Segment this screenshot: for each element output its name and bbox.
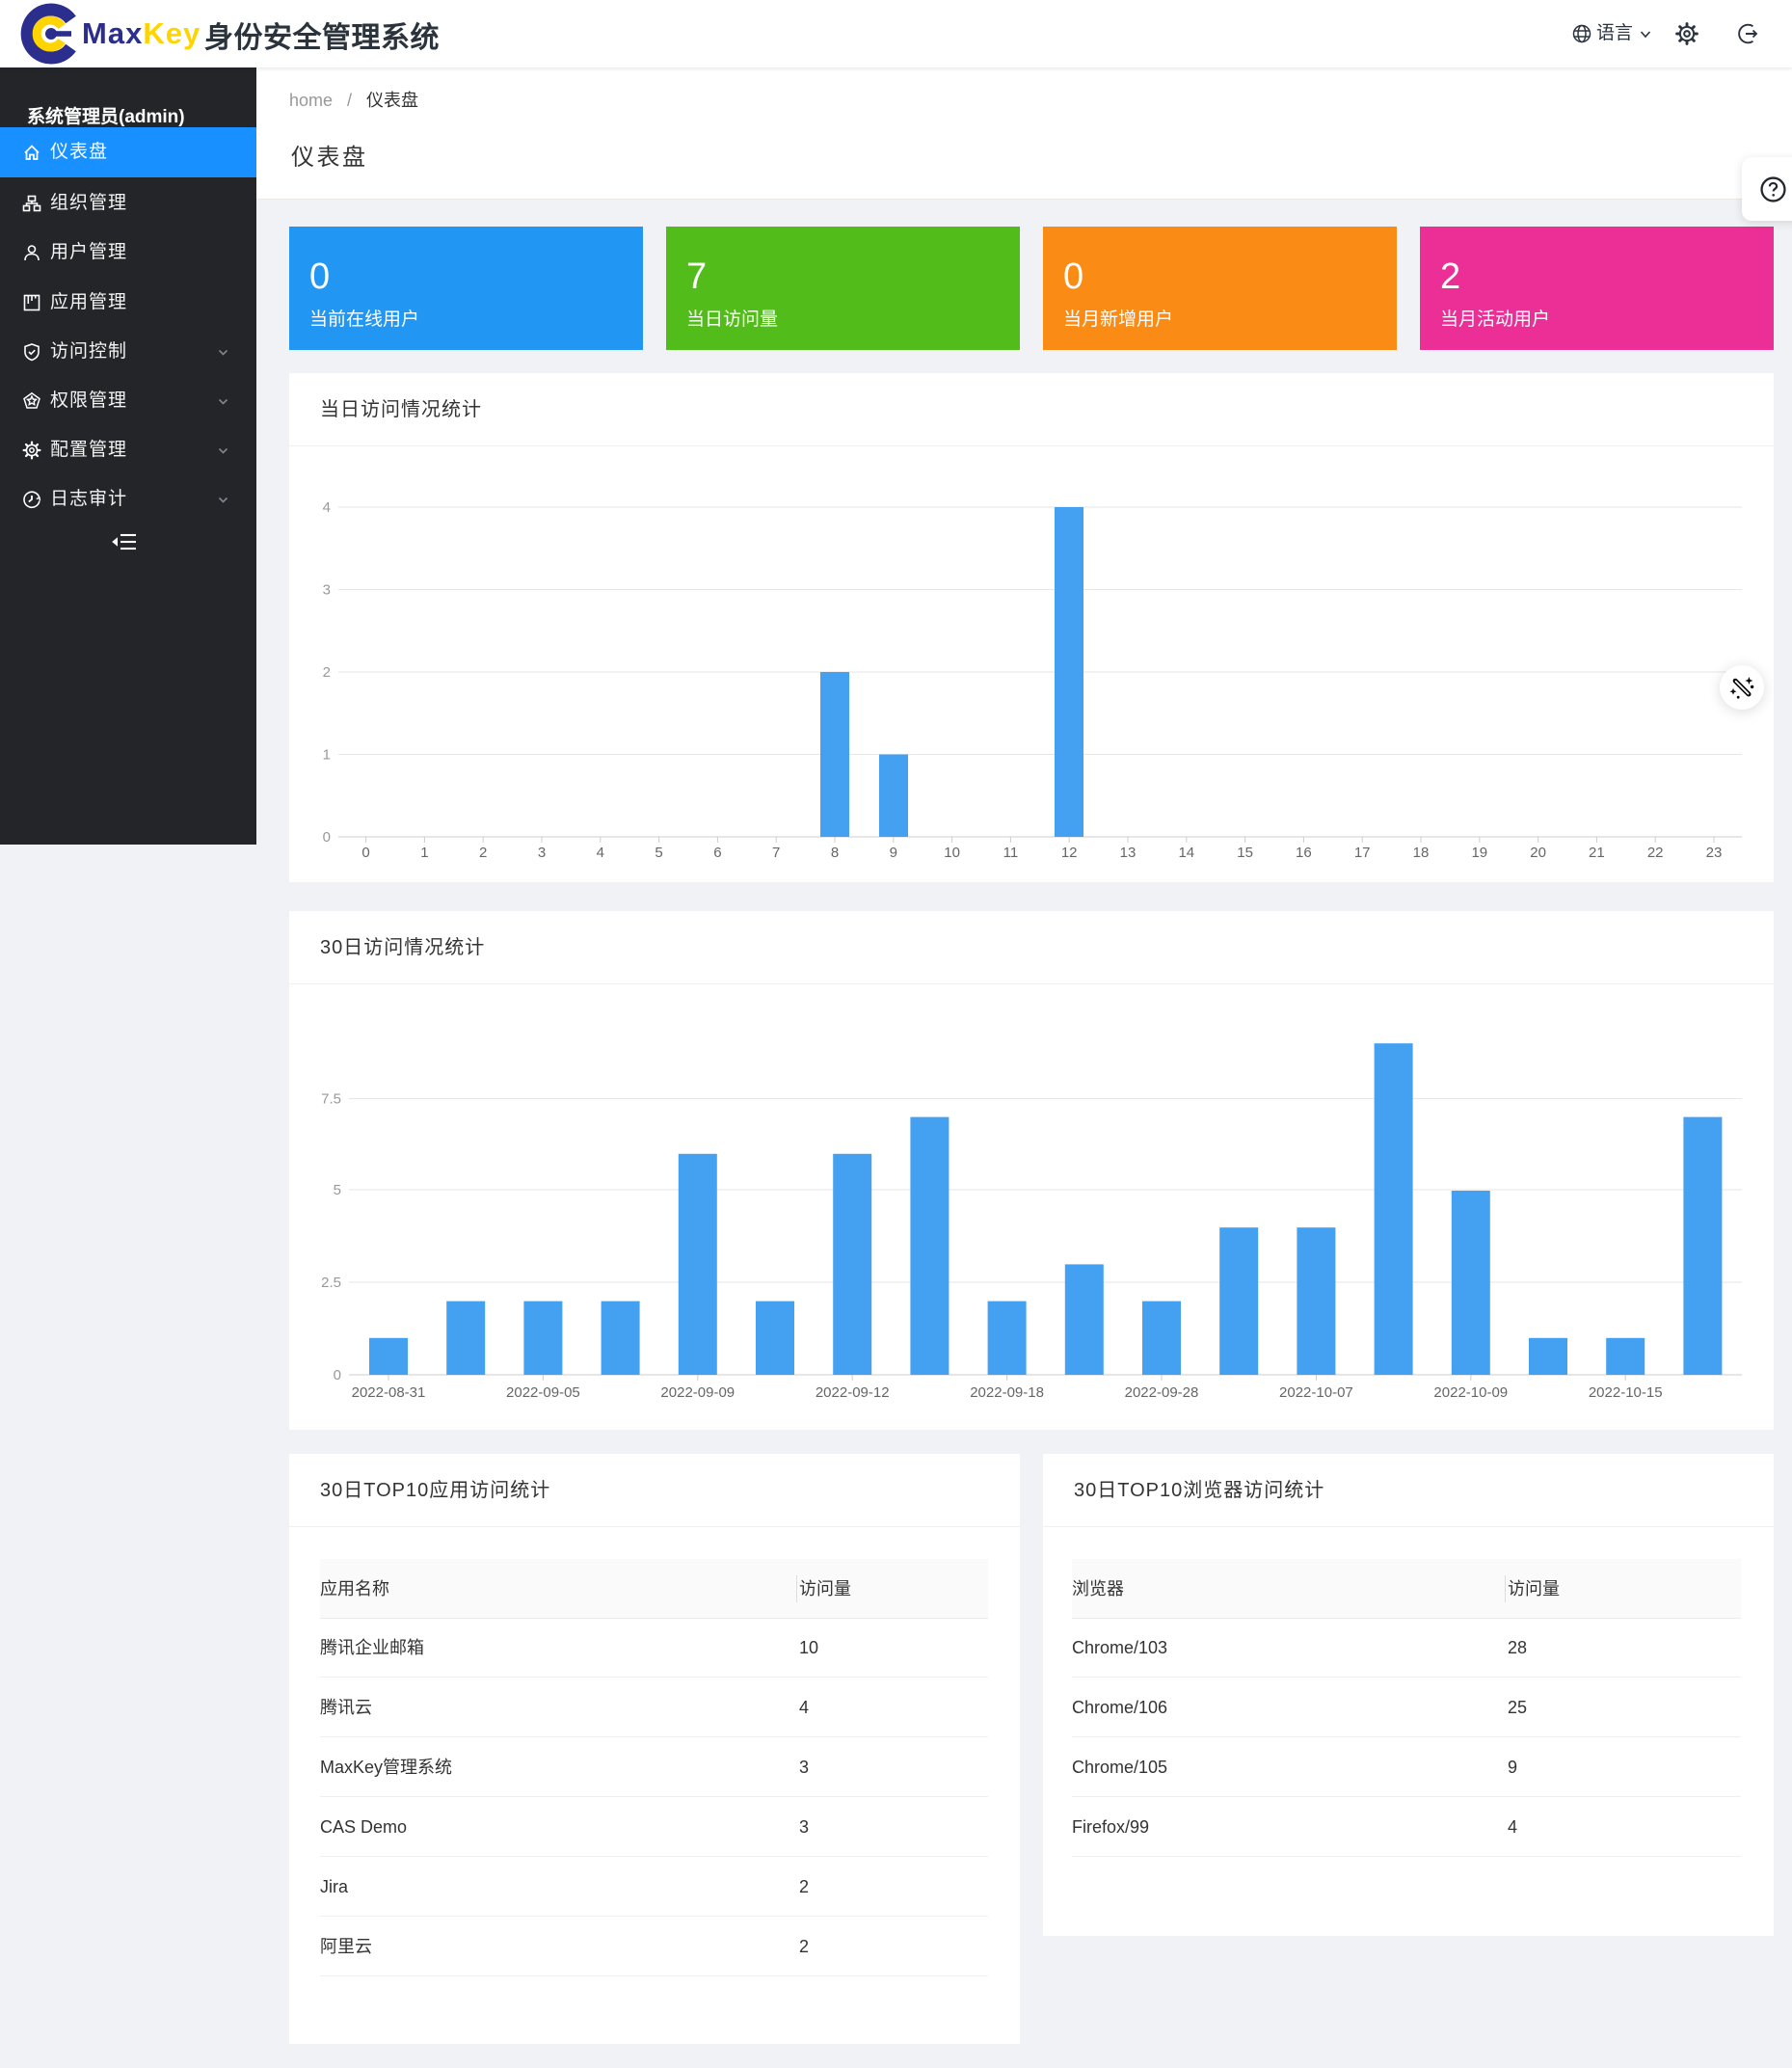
svg-text:4: 4 [597,845,604,861]
svg-text:1: 1 [323,747,331,764]
svg-text:2022-10-07: 2022-10-07 [1279,1384,1353,1401]
svg-text:13: 13 [1120,845,1137,861]
svg-text:2022-10-09: 2022-10-09 [1433,1384,1508,1401]
svg-text:0: 0 [361,845,369,861]
svg-text:7.5: 7.5 [321,1091,341,1108]
svg-text:7: 7 [772,845,780,861]
svg-text:2: 2 [479,845,487,861]
svg-text:2022-09-05: 2022-09-05 [506,1384,580,1401]
svg-text:8: 8 [831,845,839,861]
svg-text:14: 14 [1178,845,1194,861]
svg-text:2022-10-15: 2022-10-15 [1589,1384,1663,1401]
svg-text:22: 22 [1647,845,1664,861]
svg-text:4: 4 [323,499,331,516]
svg-text:2022-08-31: 2022-08-31 [352,1384,426,1401]
svg-text:2022-09-18: 2022-09-18 [970,1384,1044,1401]
svg-text:11: 11 [1003,845,1019,861]
svg-text:9: 9 [890,845,897,861]
svg-text:0: 0 [334,1367,341,1383]
svg-text:2: 2 [323,664,331,681]
svg-text:3: 3 [538,845,546,861]
svg-text:17: 17 [1354,845,1371,861]
svg-text:2022-09-28: 2022-09-28 [1125,1384,1199,1401]
svg-text:5: 5 [334,1182,341,1198]
svg-text:2022-09-12: 2022-09-12 [816,1384,890,1401]
svg-text:16: 16 [1296,845,1312,861]
svg-text:6: 6 [713,845,721,861]
svg-text:21: 21 [1589,845,1605,861]
svg-text:5: 5 [655,845,662,861]
svg-text:18: 18 [1413,845,1430,861]
svg-text:1: 1 [420,845,428,861]
svg-text:20: 20 [1530,845,1546,861]
svg-text:10: 10 [944,845,960,861]
svg-text:12: 12 [1061,845,1078,861]
svg-text:15: 15 [1237,845,1253,861]
svg-text:19: 19 [1471,845,1487,861]
svg-text:2022-09-09: 2022-09-09 [660,1384,735,1401]
svg-text:0: 0 [323,829,331,846]
svg-text:2.5: 2.5 [321,1275,341,1291]
svg-text:23: 23 [1706,845,1723,861]
svg-text:3: 3 [323,582,331,599]
